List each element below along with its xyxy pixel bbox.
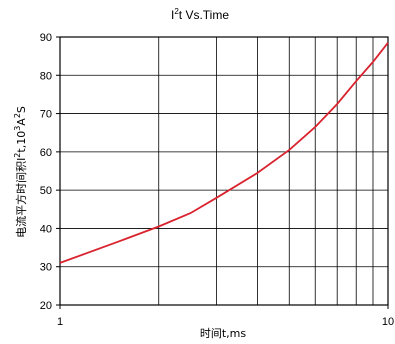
x-tick-label-10: 10	[382, 316, 394, 328]
y-label-end: S	[15, 106, 28, 113]
x-tick-label-1: 1	[57, 316, 63, 328]
x-axis-ticks: 1 10	[57, 305, 394, 328]
title-superscript: 2	[174, 7, 179, 16]
grid	[60, 37, 388, 305]
y-tick-label-40: 40	[40, 223, 52, 235]
y-label-sup3: 2	[13, 113, 22, 118]
y-label-prefix: 电流平方时间积I	[14, 158, 28, 238]
title-base: I	[171, 8, 174, 22]
y-label-a: A	[15, 118, 28, 126]
y-label-mid: t,10	[15, 131, 28, 153]
series-line	[59, 42, 389, 264]
y-axis-label: 电流平方时间积I2t,103A2S	[13, 106, 28, 238]
x-axis-label: 时间t,ms	[200, 327, 247, 340]
y-tick-label-90: 90	[40, 32, 52, 44]
title-rest: t Vs.Time	[179, 8, 230, 22]
y-tick-label-70: 70	[40, 109, 52, 121]
y-tick-label-50: 50	[40, 185, 52, 197]
y-tick-label-30: 30	[40, 262, 52, 274]
y-axis-ticks: 20 30 40 50 60 70 80 90	[40, 32, 60, 312]
y-tick-label-20: 20	[40, 300, 52, 312]
y-label-sup2: 3	[13, 126, 22, 131]
y-label-sup1: 2	[13, 153, 22, 158]
y-tick-label-60: 60	[40, 147, 52, 159]
plot-frame	[59, 36, 389, 306]
chart-title: I2t Vs.Time	[171, 7, 229, 22]
y-tick-label-80: 80	[40, 70, 52, 82]
